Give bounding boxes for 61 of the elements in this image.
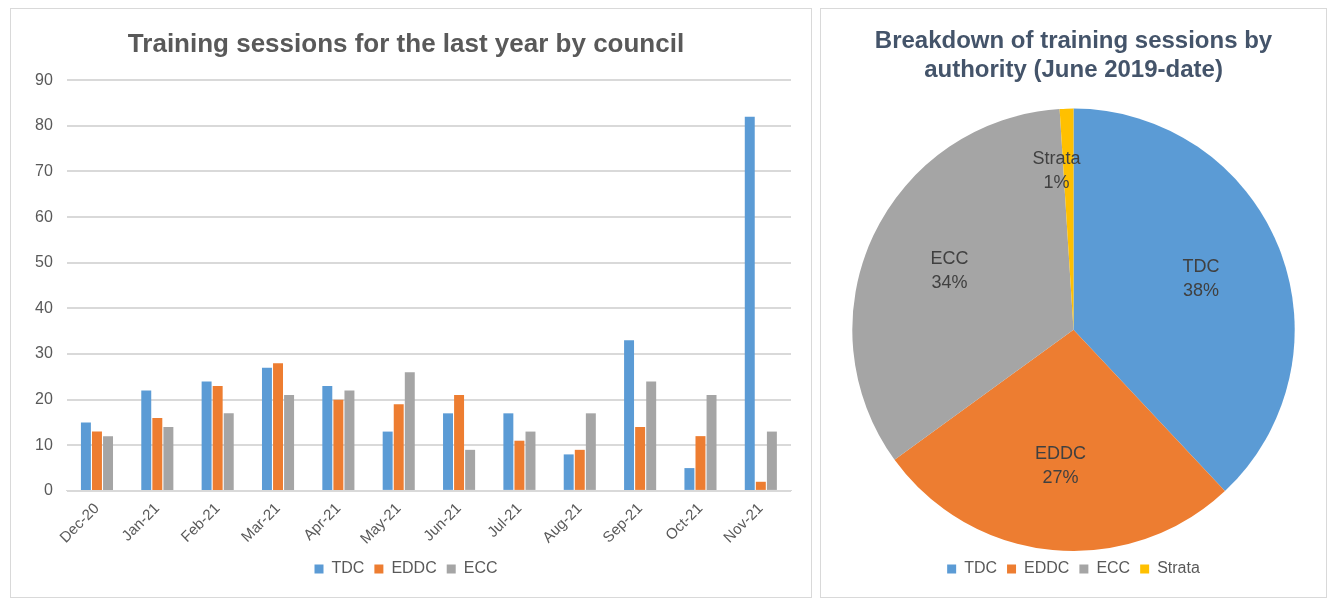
bar [635, 427, 646, 490]
bar [514, 440, 525, 490]
slice-label: TDC [1182, 256, 1220, 277]
bar [684, 468, 695, 490]
bar [152, 417, 163, 490]
y-tick-label: 40 [35, 298, 53, 316]
y-tick-label: 70 [35, 161, 53, 179]
y-tick-label: 60 [35, 207, 53, 225]
bar [344, 390, 355, 490]
bar [223, 413, 234, 490]
bar [755, 481, 766, 490]
chart-title: Breakdown of training sessions by authority (June 2019-date) [874, 26, 1273, 82]
y-tick-label: 10 [35, 435, 53, 453]
slice-label: EDDC [1035, 443, 1087, 464]
legend-label: EDDC [1024, 559, 1070, 577]
legend-label: Strata [1157, 559, 1200, 577]
y-tick-label: 50 [35, 253, 53, 271]
bar [695, 436, 706, 490]
bar [454, 395, 465, 490]
bar [525, 431, 536, 490]
chart-title: Training sessions for the last year by council [127, 27, 685, 58]
bar [563, 454, 574, 490]
legend-label: ECC [1096, 559, 1131, 577]
y-tick-label: 0 [43, 481, 53, 499]
bar [103, 436, 114, 490]
bar [382, 431, 393, 490]
data-label: 38% [1183, 280, 1220, 301]
bar [465, 449, 476, 490]
y-tick-label: 80 [35, 116, 53, 134]
bar [574, 449, 585, 490]
bar [284, 395, 295, 490]
data-label: 34% [931, 272, 968, 293]
bar [503, 413, 514, 490]
legend-label: TDC [964, 559, 998, 577]
slice-label: ECC [930, 248, 969, 269]
bar [624, 340, 635, 490]
bar [443, 413, 453, 490]
bar [141, 390, 152, 490]
bar [766, 431, 777, 490]
bar [201, 381, 212, 490]
bar [646, 381, 657, 490]
bar [273, 363, 283, 490]
bar [706, 395, 717, 490]
bar [163, 427, 174, 490]
y-tick-label: 30 [35, 344, 53, 362]
bar [585, 413, 596, 490]
legend-label: EDDC [391, 559, 437, 577]
bar [212, 385, 223, 490]
bar [261, 367, 272, 490]
legend-label: TDC [331, 559, 365, 577]
bar [404, 372, 415, 490]
bar [322, 385, 333, 490]
data-label: 27% [1042, 467, 1079, 488]
y-tick-label: 20 [35, 390, 53, 408]
bar [333, 399, 344, 490]
bar [393, 404, 404, 490]
legend-label: ECC [463, 559, 498, 577]
bar [744, 116, 755, 490]
bar [91, 431, 102, 490]
bar [80, 422, 91, 490]
y-tick-label: 90 [35, 70, 53, 88]
